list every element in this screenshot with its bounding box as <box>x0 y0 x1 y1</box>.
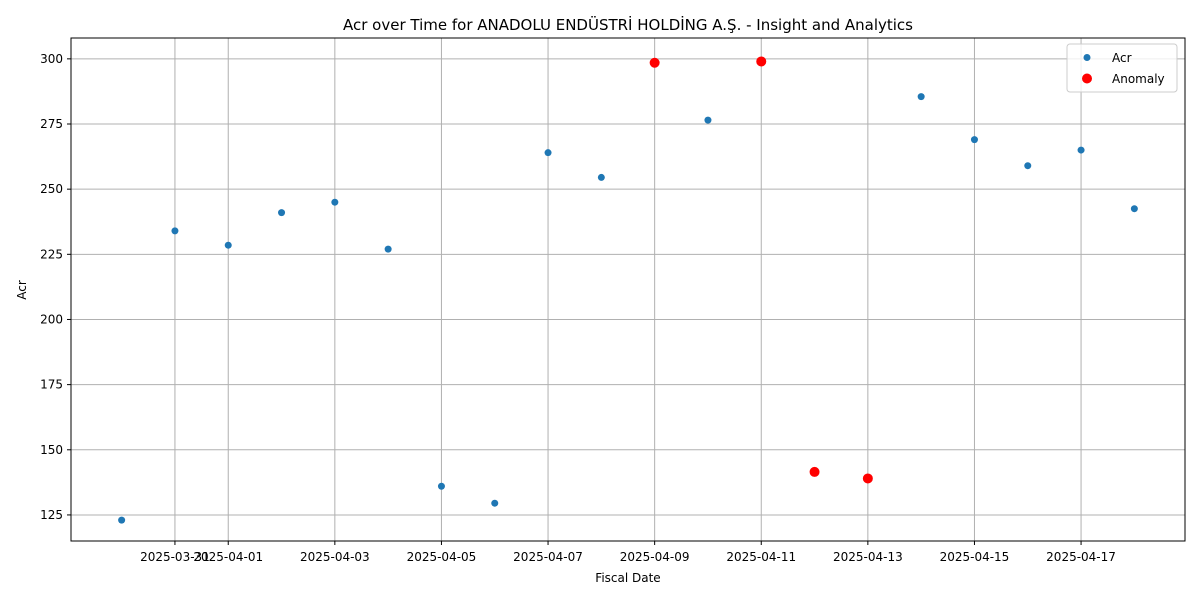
anomaly-point <box>649 57 660 68</box>
anomaly-point <box>809 466 820 477</box>
acr-point <box>331 198 339 206</box>
data-points <box>118 56 1138 524</box>
x-tick-label: 2025-04-09 <box>620 550 690 564</box>
y-tick-label: 225 <box>40 247 63 261</box>
plot-frame <box>70 37 1186 542</box>
acr-point <box>437 482 445 490</box>
acr-point <box>491 499 499 507</box>
x-axis-label: Fiscal Date <box>595 571 660 585</box>
x-tick-label: 2025-04-05 <box>407 550 477 564</box>
legend-marker-acr <box>1083 54 1091 61</box>
x-tick-label: 2025-04-01 <box>193 550 263 564</box>
y-tick-label: 200 <box>40 312 63 326</box>
acr-point <box>224 241 232 249</box>
anomaly-point <box>862 473 873 484</box>
acr-point <box>171 227 179 235</box>
acr-point <box>970 136 978 144</box>
legend: Acr Anomaly <box>1066 43 1178 93</box>
x-tick-label: 2025-03-31 <box>140 550 210 564</box>
y-tick-label: 275 <box>40 117 63 131</box>
x-tick-label: 2025-04-17 <box>1046 550 1116 564</box>
y-axis-label: Acr <box>15 280 29 300</box>
legend-label-anomaly: Anomaly <box>1112 72 1165 86</box>
anomaly-point <box>756 56 767 67</box>
x-tick-label: 2025-04-15 <box>940 550 1010 564</box>
legend-label-acr: Acr <box>1112 51 1132 65</box>
y-tick-label: 175 <box>40 378 63 392</box>
acr-point <box>278 209 286 217</box>
y-tick-label: 125 <box>40 508 63 522</box>
acr-point <box>704 116 712 124</box>
y-tick-label: 250 <box>40 182 63 196</box>
x-tick-label: 2025-04-07 <box>513 550 583 564</box>
acr-point <box>544 149 552 157</box>
acr-point <box>917 93 925 101</box>
acr-point <box>1024 162 1032 170</box>
x-tick-label: 2025-04-13 <box>833 550 903 564</box>
legend-box <box>1066 43 1178 93</box>
x-tick-label: 2025-04-11 <box>726 550 796 564</box>
y-tick-label: 150 <box>40 443 63 457</box>
chart-title: Acr over Time for ANADOLU ENDÜSTRİ HOLDİ… <box>343 15 913 34</box>
y-tick-label: 300 <box>40 52 63 66</box>
grid-lines <box>71 38 1185 541</box>
acr-point <box>384 245 392 253</box>
acr-point <box>597 173 605 181</box>
acr-point <box>1130 205 1138 213</box>
acr-point <box>1077 146 1085 154</box>
x-tick-label: 2025-04-03 <box>300 550 370 564</box>
legend-marker-anomaly <box>1082 73 1092 84</box>
acr-point <box>118 516 126 524</box>
